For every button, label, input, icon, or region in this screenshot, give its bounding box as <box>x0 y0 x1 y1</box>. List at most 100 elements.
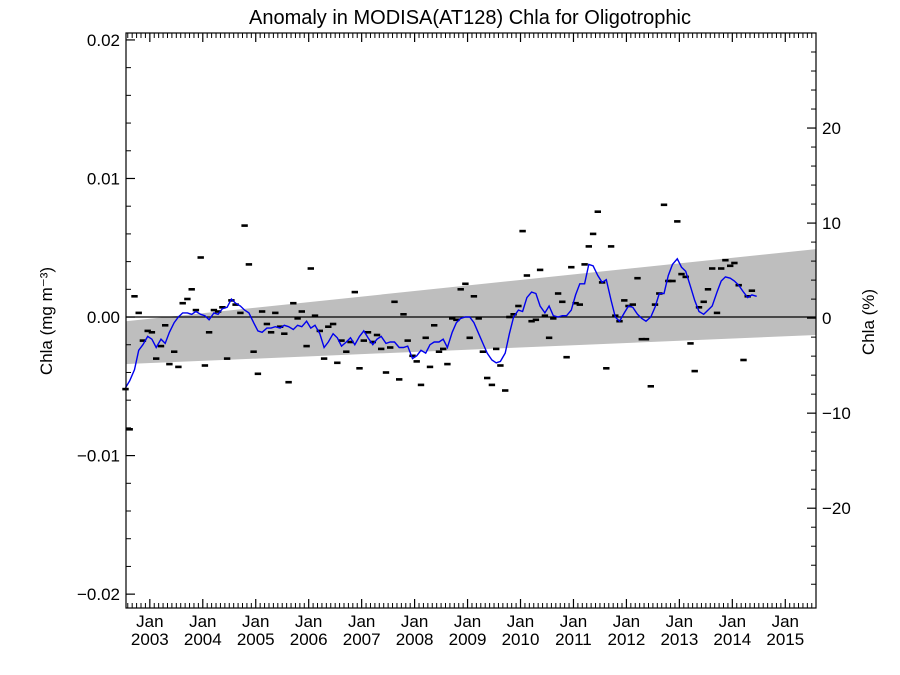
x-tick-month: Jan <box>454 612 481 631</box>
anomaly-point <box>404 339 411 342</box>
anomaly-point <box>325 325 332 328</box>
anomaly-point <box>748 289 756 292</box>
anomaly-point <box>532 318 540 322</box>
anomaly-point <box>378 347 385 351</box>
x-tick-month: Jan <box>507 612 534 631</box>
anomaly-point <box>343 350 350 353</box>
anomaly-point <box>311 314 319 317</box>
anomaly-point <box>704 288 712 291</box>
left-tick-label: −0.01 <box>77 447 120 466</box>
right-tick-label: −10 <box>822 404 851 423</box>
anomaly-point <box>519 229 526 233</box>
anomaly-point <box>157 344 165 348</box>
anomaly-point <box>400 313 407 316</box>
anomaly-point <box>510 313 517 316</box>
right-tick-label: 10 <box>822 214 841 233</box>
anomaly-point <box>245 263 253 266</box>
x-tick-month: Jan <box>772 612 799 631</box>
anomaly-point <box>576 303 583 306</box>
anomaly-point <box>440 347 447 351</box>
left-tick-label: 0.02 <box>87 31 120 50</box>
x-tick-month: Jan <box>136 612 163 631</box>
anomaly-point <box>568 265 575 269</box>
anomaly-point <box>572 301 579 305</box>
anomaly-point <box>329 322 337 326</box>
anomaly-point <box>223 357 231 360</box>
anomaly-point <box>369 340 376 344</box>
anomaly-point <box>338 339 345 342</box>
anomaly-point <box>347 340 354 344</box>
anomaly-point <box>642 337 650 341</box>
anomaly-point <box>488 383 496 387</box>
anomaly-point <box>682 275 689 279</box>
anomaly-point <box>550 317 557 320</box>
anomaly-point <box>254 372 262 376</box>
left-tick-label: 0.00 <box>87 308 120 327</box>
anomaly-point <box>541 314 549 317</box>
anomaly-point <box>162 324 169 327</box>
anomaly-point <box>303 344 310 348</box>
anomaly-point <box>153 357 160 360</box>
anomaly-point <box>263 322 271 326</box>
anomaly-point <box>334 361 341 365</box>
x-tick-year: 2014 <box>713 630 751 649</box>
x-tick-year: 2003 <box>131 630 169 649</box>
anomaly-point <box>621 299 628 302</box>
trend-band <box>126 249 816 365</box>
anomaly-point <box>356 367 363 370</box>
x-tick-year: 2008 <box>396 630 434 649</box>
anomaly-point <box>497 364 504 367</box>
anomaly-point <box>727 264 734 268</box>
anomaly-point <box>695 306 703 309</box>
anomaly-point <box>201 364 209 367</box>
anomaly-point <box>435 350 443 353</box>
anomaly-point <box>241 224 248 227</box>
anomaly-point <box>731 261 738 265</box>
anomaly-point <box>740 358 747 362</box>
anomaly-point <box>272 311 279 315</box>
x-tick-year: 2006 <box>290 630 328 649</box>
anomaly-point <box>131 295 138 298</box>
anomaly-point <box>210 308 218 312</box>
anomaly-point <box>391 300 398 304</box>
anomaly-point <box>431 324 438 327</box>
anomaly-point <box>250 350 257 353</box>
x-tick-year: 2009 <box>449 630 487 649</box>
x-tick-year: 2011 <box>555 630 592 649</box>
x-tick-month: Jan <box>666 612 693 631</box>
anomaly-point <box>184 297 191 301</box>
anomaly-point <box>678 272 685 276</box>
anomaly-point <box>276 325 284 328</box>
anomaly-point <box>364 331 372 334</box>
anomaly-point <box>674 220 681 223</box>
anomaly-point <box>466 336 473 340</box>
x-tick-month: Jan <box>613 612 640 631</box>
anomaly-point <box>581 263 588 266</box>
anomaly-point <box>528 319 535 323</box>
anomaly-point <box>417 383 425 387</box>
anomaly-point <box>651 303 659 306</box>
anomaly-point <box>475 317 482 320</box>
anomaly-point <box>188 288 195 291</box>
x-tick-year: 2012 <box>608 630 646 649</box>
anomaly-point <box>493 347 500 351</box>
anomaly-point <box>687 342 694 345</box>
anomaly-point <box>449 317 456 320</box>
anomaly-point <box>691 369 698 373</box>
running-mean-line <box>124 257 757 389</box>
left-y-axis: 0.02 0.01 0.00 −0.01 −0.02 <box>77 31 135 604</box>
anomaly-point <box>607 245 615 248</box>
anomaly-point <box>373 333 381 337</box>
x-tick-year: 2015 <box>766 630 804 649</box>
anomaly-point <box>382 371 390 374</box>
anomaly-point <box>413 360 420 363</box>
anomaly-point <box>545 336 553 340</box>
anomaly-point <box>713 311 721 315</box>
anomaly-point <box>457 288 464 291</box>
anomaly-points-layer <box>122 203 756 431</box>
anomaly-point <box>638 337 645 341</box>
anomaly-point <box>470 295 478 298</box>
anomaly-point <box>166 362 173 366</box>
anomaly-point <box>709 267 716 270</box>
anomaly-point <box>523 274 531 277</box>
